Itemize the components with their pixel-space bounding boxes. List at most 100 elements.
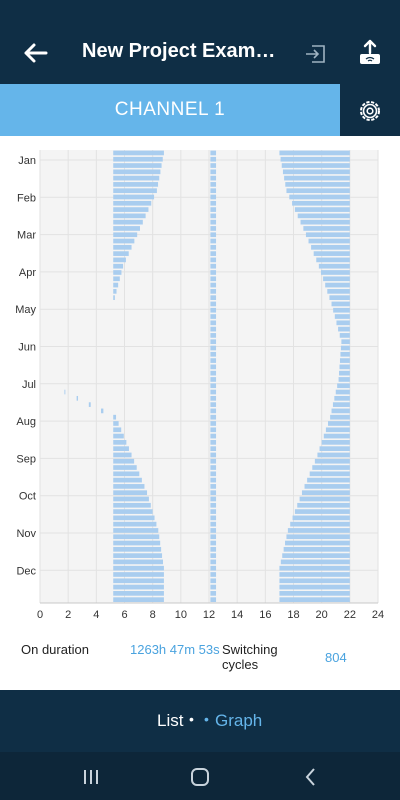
chart-bar-s1 <box>210 320 217 326</box>
tab-dot-active: • <box>204 711 209 727</box>
chart-bar-s0 <box>113 207 149 212</box>
app-bar: New Project Exam… <box>0 22 400 84</box>
chart-bar-s2 <box>325 427 350 433</box>
chart-bar-s1 <box>210 301 217 307</box>
chart-bar-s1 <box>210 458 217 464</box>
y-tick-label: Nov <box>16 528 36 540</box>
chart-bar-s1 <box>210 188 217 194</box>
chart-bar-s2 <box>335 389 350 395</box>
y-tick-label: Sep <box>16 453 36 465</box>
chart-bar-s0 <box>113 263 124 269</box>
chart-bar-s1 <box>210 175 217 181</box>
chart-bar-s2 <box>318 263 350 269</box>
chart-bar-s0 <box>113 584 164 590</box>
chart-bar-s1 <box>210 465 217 470</box>
y-tick-label: Mar <box>17 230 36 242</box>
chart-bar-s0 <box>113 471 140 477</box>
tab-graph[interactable]: Graph <box>215 711 263 730</box>
chart-bar-s2 <box>341 339 350 345</box>
chart-bar-s1 <box>210 414 217 420</box>
chart-bar-s0 <box>113 433 124 439</box>
export-icon[interactable] <box>303 41 329 67</box>
y-tick-label: Apr <box>19 267 36 279</box>
chart-bar-s2 <box>336 320 350 326</box>
tab-list[interactable]: List <box>157 711 184 730</box>
chart-bar-s2 <box>311 244 350 250</box>
chart-bar-s0 <box>113 427 122 433</box>
chart-bar-s2 <box>301 490 350 496</box>
chart-bar-s1 <box>210 156 217 162</box>
upload-icon[interactable] <box>356 38 384 68</box>
chart-bar-s1 <box>210 370 217 376</box>
x-tick-label: 22 <box>344 609 356 621</box>
chart-bar-s2 <box>340 351 350 357</box>
back-arrow-icon[interactable] <box>18 36 52 70</box>
y-tick-label: Oct <box>19 491 36 503</box>
chart-bar-s0 <box>113 414 117 420</box>
chart-bar-s1 <box>210 263 217 269</box>
chart-bar-s0 <box>113 257 126 263</box>
chart-bar-s0 <box>113 238 135 244</box>
chart-bar-s2 <box>332 402 350 407</box>
chart-bar-s1 <box>210 534 217 540</box>
chart-bar-s1 <box>210 528 217 533</box>
y-tick-label: Feb <box>17 192 36 204</box>
chart-bar-s1 <box>210 446 217 451</box>
chart-bar-s2 <box>313 251 350 256</box>
chart-bar-s1 <box>210 484 217 489</box>
chart-bar-s2 <box>294 207 350 212</box>
chart-bar-s2 <box>338 377 350 382</box>
chart-bar-s0 <box>113 521 157 527</box>
chart-bar-s0 <box>113 452 132 458</box>
chart-bar-s2 <box>308 238 350 244</box>
chart-bar-s1 <box>210 295 217 300</box>
chart-bar-s2 <box>283 546 350 552</box>
chart-bar-s2 <box>279 150 350 156</box>
recents-icon[interactable] <box>78 764 104 790</box>
chart-bar-s0 <box>113 175 160 181</box>
chart-bar-s2 <box>328 421 350 426</box>
chart-bar-s1 <box>210 314 217 319</box>
chart-bar-s2 <box>325 282 350 288</box>
chart-bar-s1 <box>210 364 217 370</box>
home-icon[interactable] <box>187 764 213 790</box>
chart-bar-s0 <box>113 559 163 565</box>
chart-bar-s2 <box>334 395 350 401</box>
switching-cycles-label: Switching cycles <box>222 642 278 672</box>
status-bar <box>0 0 400 22</box>
chart-bar-s1 <box>210 502 217 508</box>
chart-bar-s1 <box>210 509 217 514</box>
chart-bar-s1 <box>210 477 217 483</box>
channel-tab[interactable]: CHANNEL 1 <box>0 84 340 136</box>
nav-back-icon[interactable] <box>298 764 324 790</box>
chart-bar-s2 <box>323 433 350 439</box>
chart-bar-s1 <box>210 559 217 565</box>
settings-button[interactable] <box>340 84 400 136</box>
chart-bar-s1 <box>210 194 217 200</box>
x-tick-label: 4 <box>93 609 99 621</box>
chart-bar-s0 <box>113 219 143 225</box>
chart-bar-s0 <box>113 565 164 571</box>
chart-bar-s2 <box>292 200 350 206</box>
chart-bar-s2 <box>285 182 350 187</box>
chart-bar-s1 <box>210 276 217 282</box>
chart-bar-s1 <box>210 307 217 313</box>
chart-bar-s2 <box>329 295 350 300</box>
gear-icon <box>360 101 380 121</box>
x-tick-label: 10 <box>175 609 187 621</box>
y-tick-label: Jul <box>22 379 36 391</box>
chart-bar-s1 <box>210 496 217 502</box>
chart-bar-s1 <box>210 421 217 426</box>
chart-bar-s1 <box>210 427 217 433</box>
chart-bar-s0 <box>113 509 153 514</box>
chart-bar-s0 <box>113 276 120 282</box>
chart-bar-s0 <box>76 395 79 401</box>
chart-bar-s2 <box>334 314 350 319</box>
chart-bar-s0 <box>113 546 162 552</box>
chart-bar-s0 <box>113 188 157 194</box>
chart-bar-s2 <box>287 528 350 533</box>
chart-bar-s2 <box>279 578 350 584</box>
chart-bar-s1 <box>210 251 217 256</box>
chart-bar-s0 <box>113 251 129 256</box>
chart-bar-s2 <box>314 458 350 464</box>
